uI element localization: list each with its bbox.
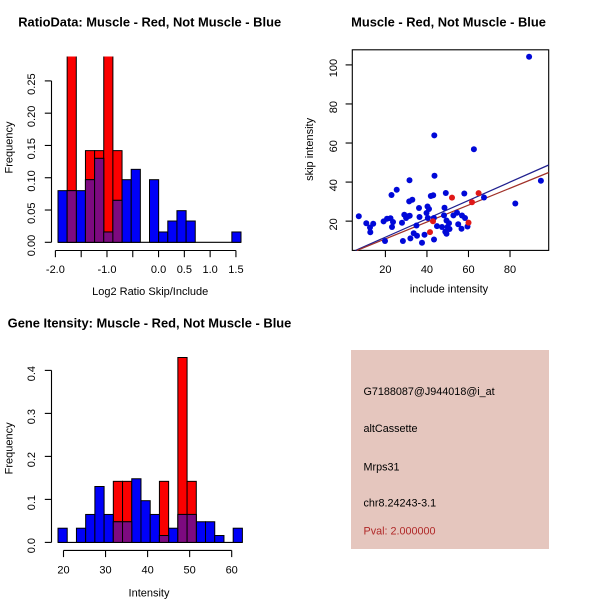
svg-text:0.4: 0.4 — [26, 366, 38, 381]
svg-text:0.2: 0.2 — [26, 452, 38, 467]
svg-text:100: 100 — [328, 59, 340, 77]
svg-text:40: 40 — [141, 565, 153, 577]
svg-text:80: 80 — [328, 101, 340, 113]
svg-text:80: 80 — [504, 264, 516, 276]
svg-text:Intensity: Intensity — [129, 588, 170, 600]
svg-text:0.0: 0.0 — [26, 538, 38, 553]
svg-text:0.10: 0.10 — [26, 170, 38, 191]
svg-text:chr8.24243-3.1: chr8.24243-3.1 — [364, 498, 437, 510]
svg-text:20: 20 — [379, 264, 391, 276]
svg-text:0.25: 0.25 — [26, 73, 38, 94]
svg-text:0.00: 0.00 — [26, 235, 38, 256]
svg-text:-1.0: -1.0 — [97, 264, 116, 276]
svg-text:60: 60 — [462, 264, 474, 276]
svg-text:40: 40 — [421, 264, 433, 276]
svg-text:20: 20 — [57, 565, 69, 577]
svg-text:Log2 Ratio Skip/Include: Log2 Ratio Skip/Include — [92, 286, 208, 298]
svg-text:60: 60 — [328, 140, 340, 152]
svg-text:Frequency: Frequency — [4, 121, 16, 173]
svg-text:Frequency: Frequency — [4, 422, 16, 474]
svg-text:30: 30 — [99, 565, 111, 577]
svg-text:40: 40 — [328, 179, 340, 191]
svg-text:60: 60 — [226, 565, 238, 577]
svg-text:0.0: 0.0 — [151, 264, 166, 276]
svg-text:1.5: 1.5 — [228, 264, 243, 276]
svg-text:0.05: 0.05 — [26, 203, 38, 224]
svg-text:0.15: 0.15 — [26, 138, 38, 159]
svg-text:Muscle - Red, Not Muscle - Blu: Muscle - Red, Not Muscle - Blue — [351, 14, 546, 29]
svg-text:skip intensity: skip intensity — [304, 117, 316, 180]
svg-text:Mrps31: Mrps31 — [364, 462, 400, 474]
svg-text:0.5: 0.5 — [177, 264, 192, 276]
svg-text:-2.0: -2.0 — [46, 264, 65, 276]
svg-text:1.0: 1.0 — [202, 264, 217, 276]
svg-text:0.20: 0.20 — [26, 106, 38, 127]
svg-text:G7188087@J944018@i_at: G7188087@J944018@i_at — [364, 386, 495, 398]
svg-text:Gene Itensity: Muscle - Red, N: Gene Itensity: Muscle - Red, Not Muscle … — [8, 315, 292, 330]
svg-text:0.3: 0.3 — [26, 409, 38, 424]
svg-text:include intensity: include intensity — [410, 284, 489, 296]
svg-text:altCassette: altCassette — [364, 423, 418, 435]
svg-text:Pval: 2.000000: Pval: 2.000000 — [364, 526, 436, 538]
svg-text:0.1: 0.1 — [26, 495, 38, 510]
svg-text:20: 20 — [328, 218, 340, 230]
svg-text:50: 50 — [184, 565, 196, 577]
svg-text:RatioData: Muscle - Red, Not M: RatioData: Muscle - Red, Not Muscle - Bl… — [18, 14, 281, 29]
